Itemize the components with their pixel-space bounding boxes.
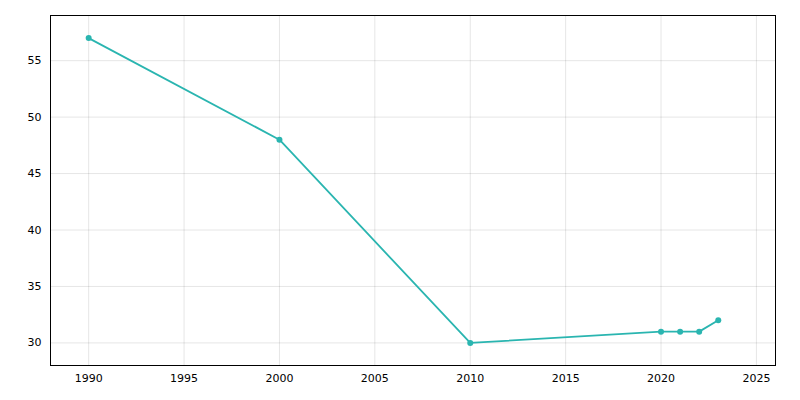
svg-text:2025: 2025 — [742, 372, 770, 385]
svg-text:2015: 2015 — [552, 372, 580, 385]
svg-text:40: 40 — [28, 224, 42, 237]
svg-text:2020: 2020 — [647, 372, 675, 385]
svg-text:50: 50 — [28, 111, 42, 124]
svg-text:2010: 2010 — [456, 372, 484, 385]
svg-text:30: 30 — [28, 336, 42, 349]
svg-text:2005: 2005 — [361, 372, 389, 385]
svg-text:35: 35 — [28, 280, 42, 293]
svg-text:45: 45 — [28, 167, 42, 180]
svg-text:55: 55 — [28, 54, 42, 67]
svg-text:2000: 2000 — [265, 372, 293, 385]
svg-text:1990: 1990 — [75, 372, 103, 385]
svg-text:1995: 1995 — [170, 372, 198, 385]
